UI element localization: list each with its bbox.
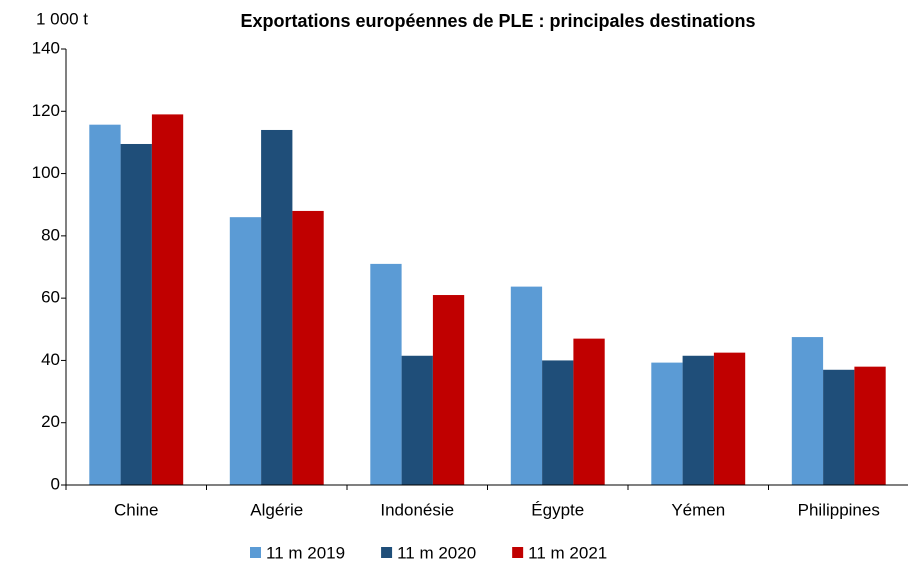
y-tick-label: 0 xyxy=(51,474,60,493)
x-tick-label: Égypte xyxy=(531,500,584,519)
legend-label: 11 m 2020 xyxy=(397,543,476,561)
y-tick-label: 80 xyxy=(41,225,60,244)
x-tick-label: Chine xyxy=(114,500,158,519)
x-tick-label: Indonésie xyxy=(380,500,454,519)
bar xyxy=(151,114,184,486)
y-tick-label: 20 xyxy=(41,412,60,431)
x-tick-label: Yémen xyxy=(671,500,725,519)
x-tick-label: Algérie xyxy=(250,500,303,519)
y-tick-label: 60 xyxy=(41,288,60,307)
y-tick-label: 140 xyxy=(32,38,60,57)
x-tick-label: Philippines xyxy=(798,500,880,519)
y-tick-label: 40 xyxy=(41,350,60,369)
legend-swatch xyxy=(381,547,393,558)
bar xyxy=(713,352,746,485)
legend-label: 11 m 2021 xyxy=(528,543,607,561)
y-tick-label: 100 xyxy=(32,163,60,182)
y-axis-unit: 1 000 t xyxy=(36,9,88,28)
bar xyxy=(229,217,262,485)
chart-title: Exportations européennes de PLE : princi… xyxy=(240,11,755,31)
bar xyxy=(823,369,855,485)
bar xyxy=(791,337,824,485)
bar xyxy=(682,355,714,485)
legend-label: 11 m 2019 xyxy=(266,543,345,561)
y-tick-label: 120 xyxy=(32,101,60,120)
bar xyxy=(401,355,433,485)
bar xyxy=(651,362,683,485)
bar xyxy=(542,360,574,485)
bar xyxy=(573,338,605,485)
bar xyxy=(261,129,293,485)
bar xyxy=(89,124,121,486)
bar xyxy=(432,295,465,485)
legend-swatch xyxy=(512,547,524,558)
bar xyxy=(510,286,543,485)
bar xyxy=(370,263,402,485)
bar xyxy=(292,210,324,485)
bar xyxy=(120,143,152,485)
bar xyxy=(854,366,886,485)
legend-swatch xyxy=(250,547,261,558)
